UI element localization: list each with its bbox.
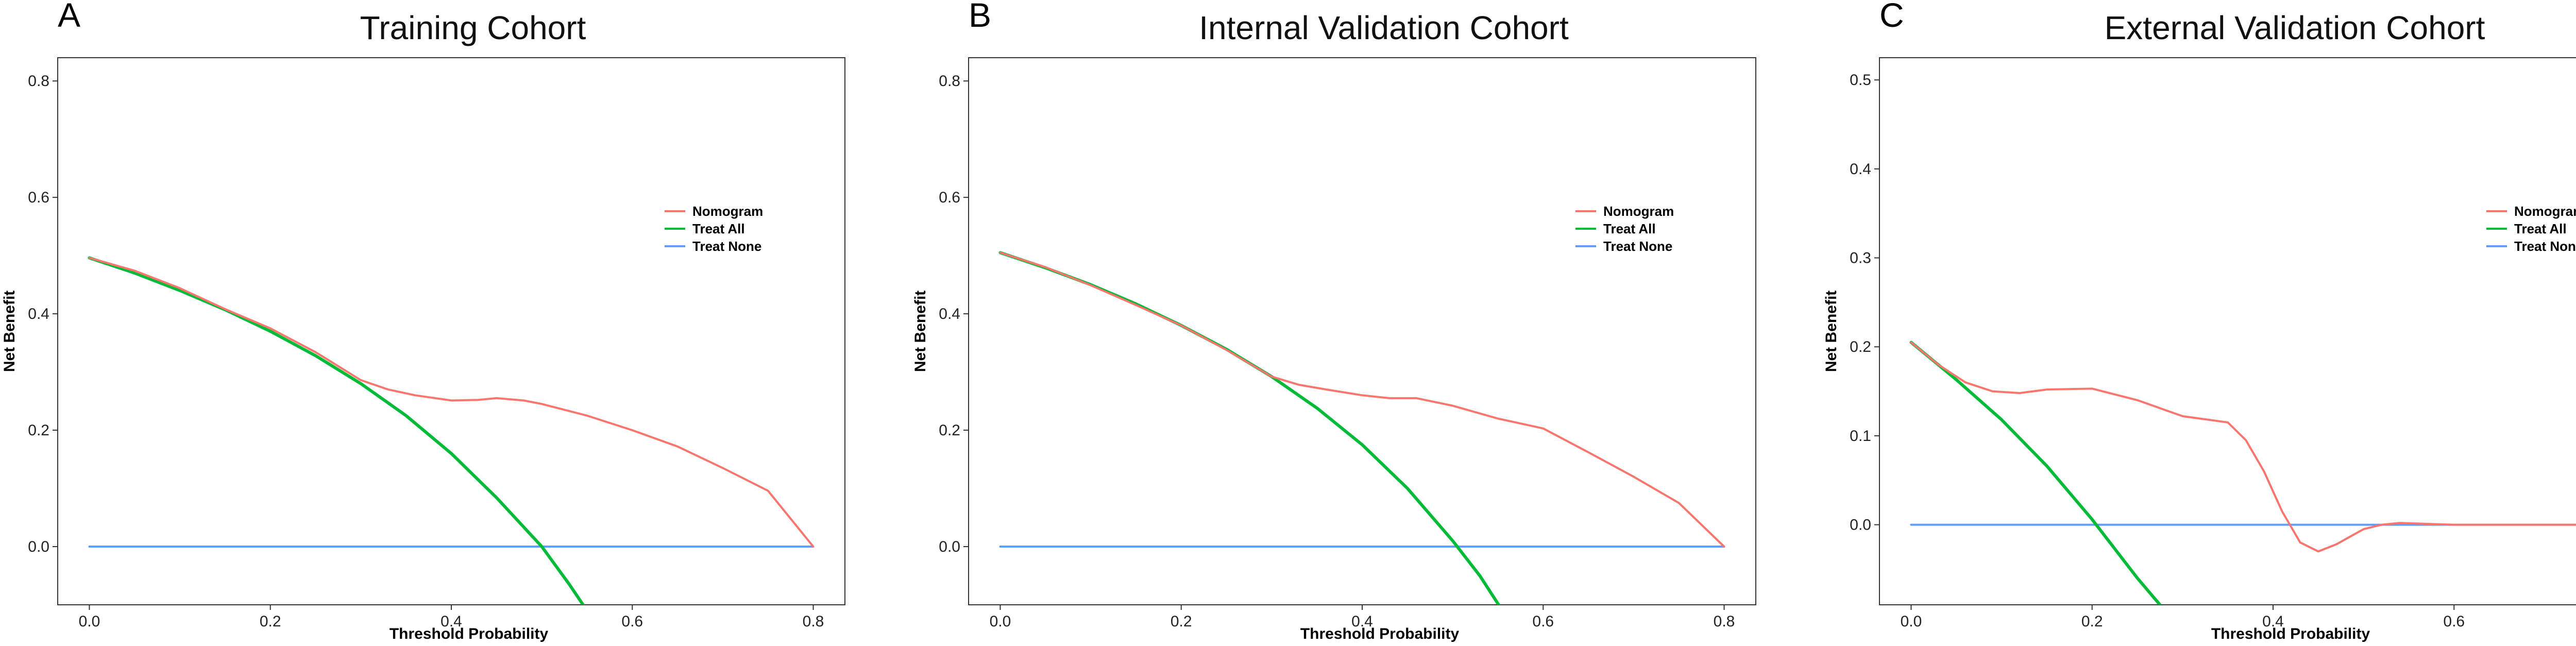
series-lines: [1909, 341, 2576, 605]
series-lines: [88, 256, 815, 605]
axis-ticks: 0.0 0.2 0.4 0.6 0.8 0.0 0.2 0.4 0.6 0.8: [28, 73, 824, 630]
series-lines: [998, 251, 1725, 605]
y-tick-label: 0.0: [1850, 517, 1871, 534]
x-tick-label: 0.2: [2081, 613, 2103, 630]
chart-svg-b: B Internal Validation Cohort 0.0 0.2 0.4 0.…: [912, 0, 1756, 642]
x-tick-label: 0.2: [260, 613, 281, 630]
y-tick-label: 0.8: [28, 73, 49, 90]
y-axis-title: Net Benefit: [1823, 291, 1840, 372]
chart-panel-c: C External Validation Cohort 0.0 0.2 0.4 0.…: [1822, 0, 2576, 646]
x-axis-title: Threshold Probability: [2211, 625, 2370, 642]
legend-label-treat-none: Treat None: [1603, 239, 1672, 254]
y-tick-label: 0.2: [939, 422, 960, 439]
x-tick-label: 0.6: [2443, 613, 2465, 630]
plot-frame: [1879, 57, 2576, 605]
treat-all-line: [88, 256, 585, 605]
y-tick-label: 0.8: [939, 73, 960, 90]
x-tick-label: 0.2: [1171, 613, 1192, 630]
x-tick-label: 0.6: [1532, 613, 1554, 630]
y-tick-label: 0.4: [1850, 161, 1871, 178]
chart-title: Training Cohort: [360, 9, 586, 46]
y-tick-label: 0.4: [28, 305, 49, 322]
treat-all-line: [1909, 341, 2162, 605]
x-tick-label: 0.4: [440, 613, 462, 630]
y-tick-label: 0.4: [939, 305, 960, 322]
y-tick-label: 0.6: [939, 189, 960, 206]
x-axis-title: Threshold Probability: [389, 625, 549, 642]
legend-label-nomogram: Nomogram: [1603, 203, 1674, 219]
y-tick-label: 0.0: [939, 538, 960, 555]
legend: Nomogram Treat All Treat None: [665, 203, 763, 254]
x-tick-label: 0.4: [2262, 613, 2284, 630]
panel-label: A: [58, 0, 80, 34]
legend-label-treat-all: Treat All: [1603, 221, 1656, 236]
x-tick-label: 0.0: [79, 613, 100, 630]
y-tick-label: 0.3: [1850, 250, 1871, 267]
y-axis-title: Net Benefit: [1, 291, 18, 372]
nomogram-line: [999, 251, 1725, 548]
nomogram-line: [88, 257, 815, 548]
y-tick-label: 0.2: [1850, 338, 1871, 355]
chart-title: External Validation Cohort: [2105, 9, 2485, 46]
legend: Nomogram Treat All Treat None: [2486, 203, 2576, 254]
chart-svg-c: C External Validation Cohort 0.0 0.2 0.4 0.…: [1823, 0, 2576, 642]
y-tick-label: 0.5: [1850, 72, 1871, 89]
treat-all-line: [998, 251, 1501, 605]
x-tick-label: 0.0: [1901, 613, 1922, 630]
legend-label-treat-none: Treat None: [692, 239, 761, 254]
legend-label-nomogram: Nomogram: [692, 203, 763, 219]
x-tick-label: 0.8: [803, 613, 824, 630]
y-axis-title: Net Benefit: [912, 291, 929, 372]
x-tick-label: 0.0: [990, 613, 1011, 630]
chart-svg-a: A Training Cohort 0.0 0.2 0.4 0.6 0.80.00.20…: [1, 0, 845, 642]
legend: Nomogram Treat All Treat None: [1575, 203, 1674, 254]
y-tick-label: 0.2: [28, 422, 49, 439]
panel-label: B: [969, 0, 991, 34]
x-tick-label: 0.4: [1351, 613, 1373, 630]
x-tick-label: 0.8: [1714, 613, 1735, 630]
axis-ticks: 0.00.20.40.60.80.00.10.20.30.40.5: [1850, 72, 2465, 630]
chart-panel-b: B Internal Validation Cohort 0.0 0.2 0.4 0.…: [911, 0, 1822, 646]
x-tick-label: 0.6: [621, 613, 643, 630]
panel-label: C: [1879, 0, 1904, 34]
x-axis-title: Threshold Probability: [1300, 625, 1460, 642]
legend-label-treat-all: Treat All: [692, 221, 745, 236]
y-tick-label: 0.1: [1850, 428, 1871, 445]
legend-label-treat-all: Treat All: [2514, 221, 2567, 236]
legend-label-treat-none: Treat None: [2514, 239, 2576, 254]
nomogram-line: [1910, 341, 2576, 553]
plot-frame: [968, 57, 1756, 605]
chart-panel-a: A Training Cohort 0.0 0.2 0.4 0.6 0.8 0.0 0.2 0…: [0, 0, 911, 646]
axis-ticks: 0.0 0.2 0.4 0.6 0.8 0.0 0.2 0.4 0.6 0.8: [939, 73, 1735, 630]
y-tick-label: 0.0: [28, 538, 49, 555]
legend-label-nomogram: Nomogram: [2514, 203, 2576, 219]
y-tick-label: 0.6: [28, 189, 49, 206]
chart-title: Internal Validation Cohort: [1199, 9, 1569, 46]
plot-frame: [57, 57, 845, 605]
